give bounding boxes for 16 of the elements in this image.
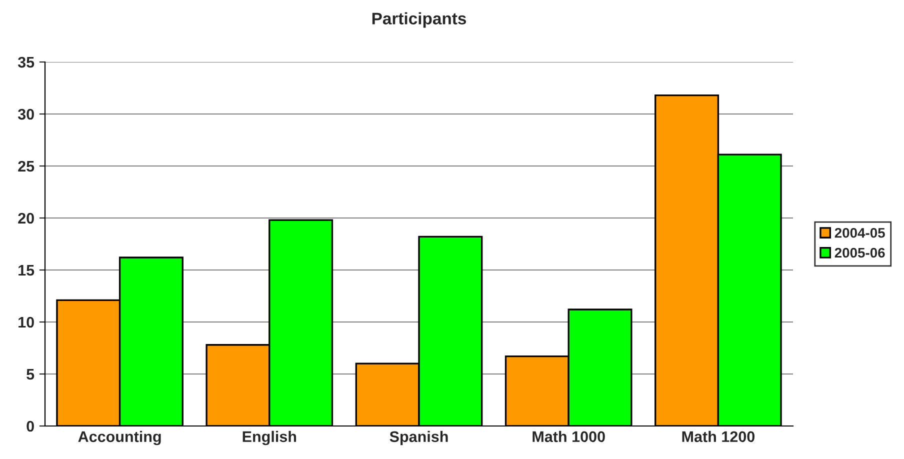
y-tick-label: 0 xyxy=(26,420,34,432)
x-tick-label: Math 1000 xyxy=(532,430,605,442)
y-tick-label: 10 xyxy=(18,316,34,328)
y-tick-label: 35 xyxy=(18,56,34,68)
x-tick-label: Accounting xyxy=(78,430,161,446)
y-tick-label: 20 xyxy=(18,212,34,224)
legend-label: 2005-06 xyxy=(834,248,885,258)
y-tick-label: 5 xyxy=(26,369,34,380)
y-tick-label: 30 xyxy=(18,108,34,120)
x-tick-label: Spanish xyxy=(390,430,448,446)
y-tick-label: 15 xyxy=(18,265,34,276)
y-tick-label: 25 xyxy=(18,160,34,172)
legend-label: 2004-05 xyxy=(834,228,885,238)
x-tick-label: English xyxy=(242,430,296,446)
x-tick-label: Math 1200 xyxy=(682,430,755,442)
chart-title: Participants xyxy=(372,12,466,28)
